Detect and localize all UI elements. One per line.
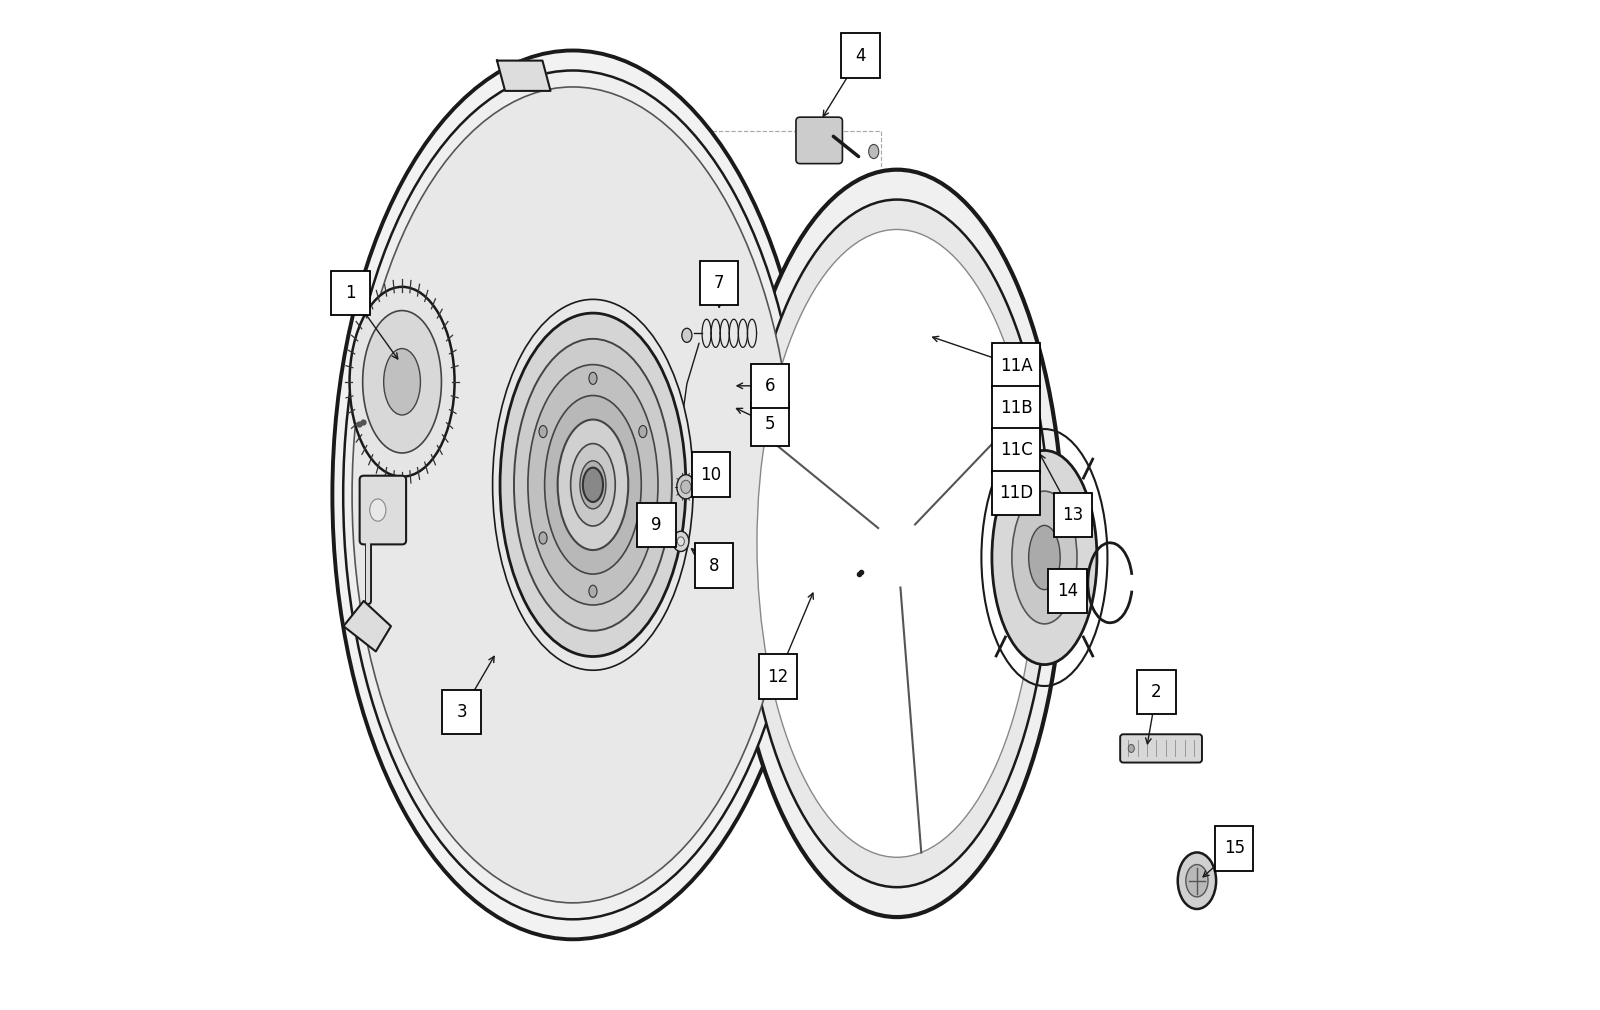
Ellipse shape (1178, 852, 1216, 909)
FancyBboxPatch shape (842, 33, 880, 78)
Ellipse shape (869, 144, 878, 159)
Text: 9: 9 (651, 516, 662, 534)
Text: 15: 15 (1224, 839, 1245, 857)
Text: 7: 7 (714, 274, 725, 292)
Ellipse shape (720, 275, 733, 291)
FancyBboxPatch shape (992, 471, 1040, 515)
Ellipse shape (384, 348, 421, 415)
Ellipse shape (352, 87, 794, 903)
Text: 11B: 11B (1000, 399, 1032, 417)
Ellipse shape (677, 475, 694, 499)
Ellipse shape (349, 287, 454, 477)
Ellipse shape (638, 532, 646, 544)
Text: 12: 12 (766, 668, 789, 686)
FancyBboxPatch shape (795, 117, 843, 164)
Ellipse shape (1029, 525, 1061, 590)
Text: 6: 6 (765, 377, 774, 395)
Ellipse shape (730, 170, 1064, 917)
FancyBboxPatch shape (1053, 493, 1091, 537)
Ellipse shape (370, 499, 386, 521)
Text: 1: 1 (346, 284, 355, 302)
Ellipse shape (342, 71, 802, 919)
Ellipse shape (589, 373, 597, 385)
Ellipse shape (363, 310, 442, 453)
FancyBboxPatch shape (750, 364, 789, 408)
Ellipse shape (682, 480, 691, 493)
Ellipse shape (501, 313, 686, 656)
Text: 5: 5 (765, 415, 774, 433)
Ellipse shape (582, 468, 603, 502)
Ellipse shape (333, 50, 813, 939)
Ellipse shape (992, 450, 1098, 665)
Ellipse shape (571, 443, 616, 526)
Ellipse shape (1128, 744, 1134, 752)
Text: 11A: 11A (1000, 357, 1032, 375)
Ellipse shape (589, 585, 597, 597)
Ellipse shape (744, 200, 1050, 887)
Ellipse shape (1011, 491, 1077, 624)
Ellipse shape (757, 229, 1037, 857)
Text: 11C: 11C (1000, 441, 1032, 460)
Text: 4: 4 (856, 46, 866, 65)
Ellipse shape (672, 531, 690, 551)
Text: 11D: 11D (998, 484, 1034, 502)
FancyBboxPatch shape (701, 261, 738, 305)
FancyBboxPatch shape (331, 271, 370, 315)
Polygon shape (344, 601, 390, 651)
Text: 13: 13 (1062, 506, 1083, 524)
Text: 14: 14 (1058, 582, 1078, 600)
FancyBboxPatch shape (758, 654, 797, 699)
FancyBboxPatch shape (1214, 826, 1253, 871)
Text: 3: 3 (456, 703, 467, 721)
Text: 8: 8 (709, 557, 720, 575)
Ellipse shape (539, 425, 547, 437)
Ellipse shape (544, 396, 642, 574)
FancyBboxPatch shape (992, 343, 1040, 388)
Ellipse shape (677, 536, 685, 545)
FancyBboxPatch shape (992, 386, 1040, 430)
Ellipse shape (528, 365, 658, 605)
FancyBboxPatch shape (694, 543, 733, 588)
FancyBboxPatch shape (992, 428, 1040, 473)
Ellipse shape (651, 523, 666, 541)
FancyBboxPatch shape (1138, 670, 1176, 714)
Ellipse shape (638, 425, 646, 437)
FancyBboxPatch shape (1048, 569, 1086, 613)
FancyBboxPatch shape (691, 452, 730, 497)
Polygon shape (498, 61, 550, 91)
FancyBboxPatch shape (1120, 734, 1202, 763)
Ellipse shape (579, 461, 606, 509)
Ellipse shape (558, 419, 629, 550)
Ellipse shape (539, 532, 547, 544)
Text: 10: 10 (701, 466, 722, 484)
FancyBboxPatch shape (750, 402, 789, 446)
Ellipse shape (514, 338, 672, 630)
FancyBboxPatch shape (637, 503, 675, 547)
Text: 2: 2 (1152, 683, 1162, 701)
Ellipse shape (682, 328, 691, 342)
FancyBboxPatch shape (443, 690, 482, 734)
Ellipse shape (1186, 865, 1208, 897)
FancyBboxPatch shape (360, 476, 406, 544)
Ellipse shape (656, 528, 662, 536)
